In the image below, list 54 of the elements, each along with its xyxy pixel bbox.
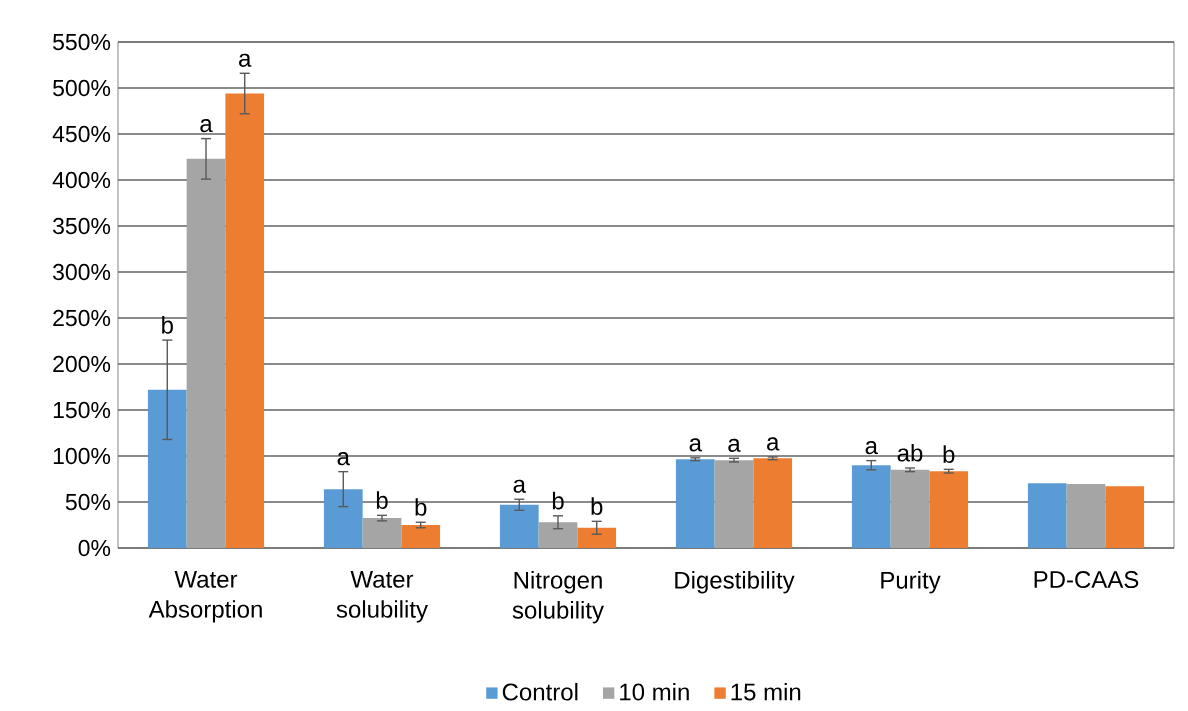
data-label: b (591, 497, 603, 515)
y-tick-label: 450% (52, 125, 111, 143)
y-tick-label: 50% (65, 493, 111, 511)
bar (1027, 483, 1067, 548)
data-label: a (200, 118, 213, 133)
bar (186, 158, 226, 548)
x-tick-label: Nitrogen solubility (512, 570, 604, 624)
y-tick-label: 250% (53, 309, 111, 327)
x-tick-label: Water solubility (336, 570, 428, 623)
data-label: a (689, 438, 702, 452)
bar (401, 524, 441, 548)
legend-label: 10 min (620, 682, 689, 701)
data-label: a (865, 440, 878, 455)
data-label: b (943, 445, 955, 463)
bar (714, 460, 754, 548)
bar (362, 517, 402, 548)
bar (753, 458, 793, 548)
data-label: a (767, 437, 780, 451)
data-label: b (552, 491, 564, 510)
bar (675, 459, 715, 548)
y-tick-label: 0% (78, 539, 111, 557)
bar (147, 389, 187, 548)
y-tick-label: 100% (53, 447, 111, 465)
x-tick-label: PD-CAAS (1034, 570, 1139, 588)
x-tick-label: Purity (881, 570, 941, 594)
bar (890, 469, 930, 548)
bar (323, 488, 363, 548)
bar (1105, 486, 1145, 548)
data-label: a (239, 53, 252, 67)
y-tick-label: 500% (53, 79, 111, 97)
bar (929, 471, 969, 548)
data-label: b (415, 498, 427, 516)
bar (538, 522, 578, 548)
bar (577, 527, 617, 548)
y-tick-label: 200% (53, 355, 111, 373)
data-label: a (513, 479, 526, 493)
y-tick-label: 150% (53, 401, 111, 419)
data-label: a (728, 438, 741, 452)
bar (851, 465, 891, 548)
x-tick-label: Digestibility (675, 570, 795, 594)
y-tick-label: 350% (52, 217, 111, 235)
data-label: b (376, 491, 388, 509)
data-label: b (162, 315, 173, 334)
data-label: a (337, 451, 350, 466)
y-tick-label: 300% (52, 263, 111, 281)
legend-label: Control (502, 682, 578, 701)
bar (1066, 483, 1106, 548)
bar (499, 504, 539, 548)
data-label: ab (897, 443, 923, 462)
legend-label: 15 min (731, 682, 801, 701)
y-tick-label: 550% (53, 33, 111, 51)
bar (225, 93, 265, 548)
y-tick-label: 400% (52, 171, 111, 189)
x-tick-label: Water Absorption (148, 570, 262, 623)
